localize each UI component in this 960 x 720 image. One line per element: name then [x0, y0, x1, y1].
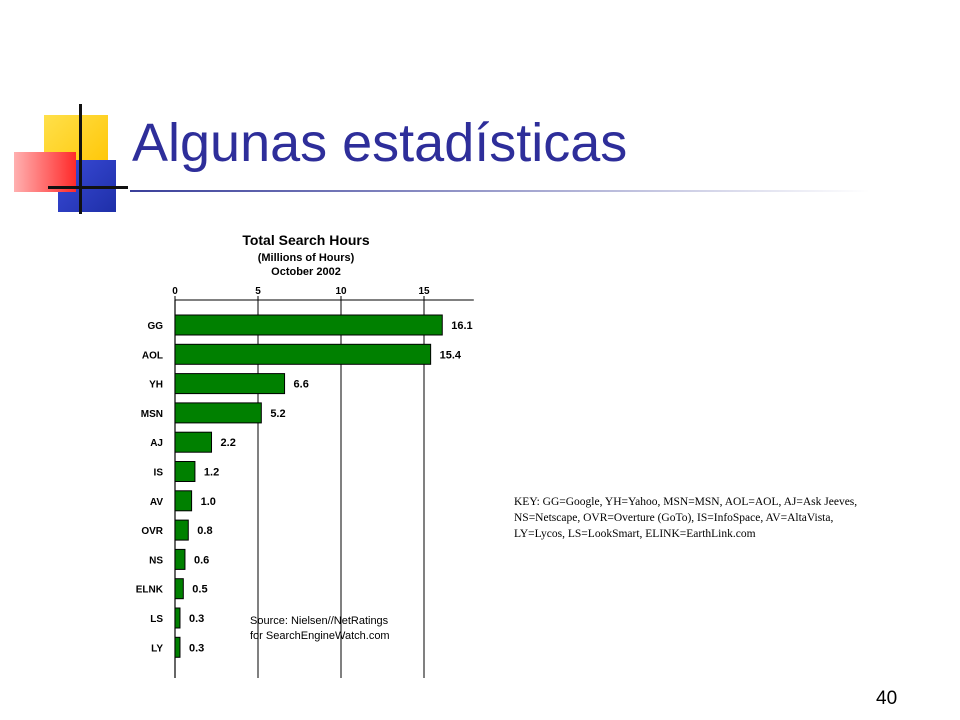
- bar-av: [174, 490, 193, 512]
- chart-source-2: for SearchEngineWatch.com: [250, 630, 390, 642]
- bar-msn: [174, 402, 262, 424]
- key-line: KEY: GG=Google, YH=Yahoo, MSN=MSN, AOL=A…: [514, 496, 858, 508]
- value-label: 0.6: [194, 554, 209, 566]
- key-legend: KEY: GG=Google, YH=Yahoo, MSN=MSN, AOL=A…: [514, 494, 914, 542]
- value-label: 5.2: [270, 408, 285, 420]
- chart-source-1: Source: Nielsen//NetRatings: [250, 615, 389, 627]
- x-tick-label: 5: [255, 286, 261, 297]
- decor-horizontal-line: [48, 186, 128, 189]
- chart-bars: [174, 314, 443, 658]
- key-line: NS=Netscape, OVR=Overture (GoTo), IS=Inf…: [514, 512, 834, 524]
- category-label: OVR: [141, 526, 163, 537]
- bar-ly: [174, 636, 181, 658]
- category-label: AV: [150, 497, 163, 508]
- category-label: GG: [147, 321, 163, 332]
- x-tick-label: 10: [335, 286, 347, 297]
- value-label: 0.3: [189, 642, 204, 654]
- bar-ns: [174, 548, 186, 570]
- category-label: AJ: [150, 438, 163, 449]
- bar-aol: [174, 343, 432, 365]
- category-label: NS: [149, 555, 163, 566]
- bar-is: [174, 461, 196, 482]
- key-line: LY=Lycos, LS=LookSmart, ELINK=EarthLink.…: [514, 528, 756, 540]
- value-label: 6.6: [294, 379, 309, 391]
- page-number: 40: [876, 688, 898, 709]
- title-underline: [130, 190, 870, 192]
- slide-title: Algunas estadísticas: [132, 113, 628, 173]
- category-label: LS: [150, 614, 163, 625]
- value-label: 0.3: [189, 613, 204, 625]
- decor-vertical-line: [79, 104, 82, 214]
- value-label: 1.2: [204, 467, 219, 479]
- x-tick-label: 15: [418, 286, 430, 297]
- value-label: 15.4: [440, 349, 462, 361]
- value-label: 16.1: [451, 320, 472, 332]
- chart-title: Total Search Hours: [242, 232, 370, 248]
- bar-yh: [174, 373, 286, 395]
- category-label: LY: [151, 643, 163, 654]
- chart-labels: 0 5 10 15 GG 16.1 AOL 15.4 YH 6.6 MSN 5.2 AJ 2.2 IS 1.2…: [136, 286, 473, 654]
- bar-ovr: [174, 519, 189, 541]
- value-label: 0.8: [197, 525, 212, 537]
- chart-subtitle-1: (Millions of Hours): [258, 252, 355, 264]
- bar-aj: [174, 431, 213, 453]
- category-label: YH: [149, 380, 163, 391]
- category-label: MSN: [141, 409, 163, 420]
- value-label: 2.2: [221, 437, 236, 449]
- bar-gg: [174, 314, 443, 336]
- bar-ls: [174, 607, 181, 629]
- decor-red-square: [14, 152, 76, 192]
- category-label: AOL: [142, 350, 163, 361]
- bar-elnk: [174, 578, 184, 600]
- category-label: IS: [154, 468, 164, 479]
- x-tick-label: 0: [172, 286, 178, 297]
- category-label: ELNK: [136, 585, 164, 596]
- chart-subtitle-2: October 2002: [271, 266, 341, 278]
- value-label: 1.0: [201, 496, 216, 508]
- value-label: 0.5: [192, 584, 207, 596]
